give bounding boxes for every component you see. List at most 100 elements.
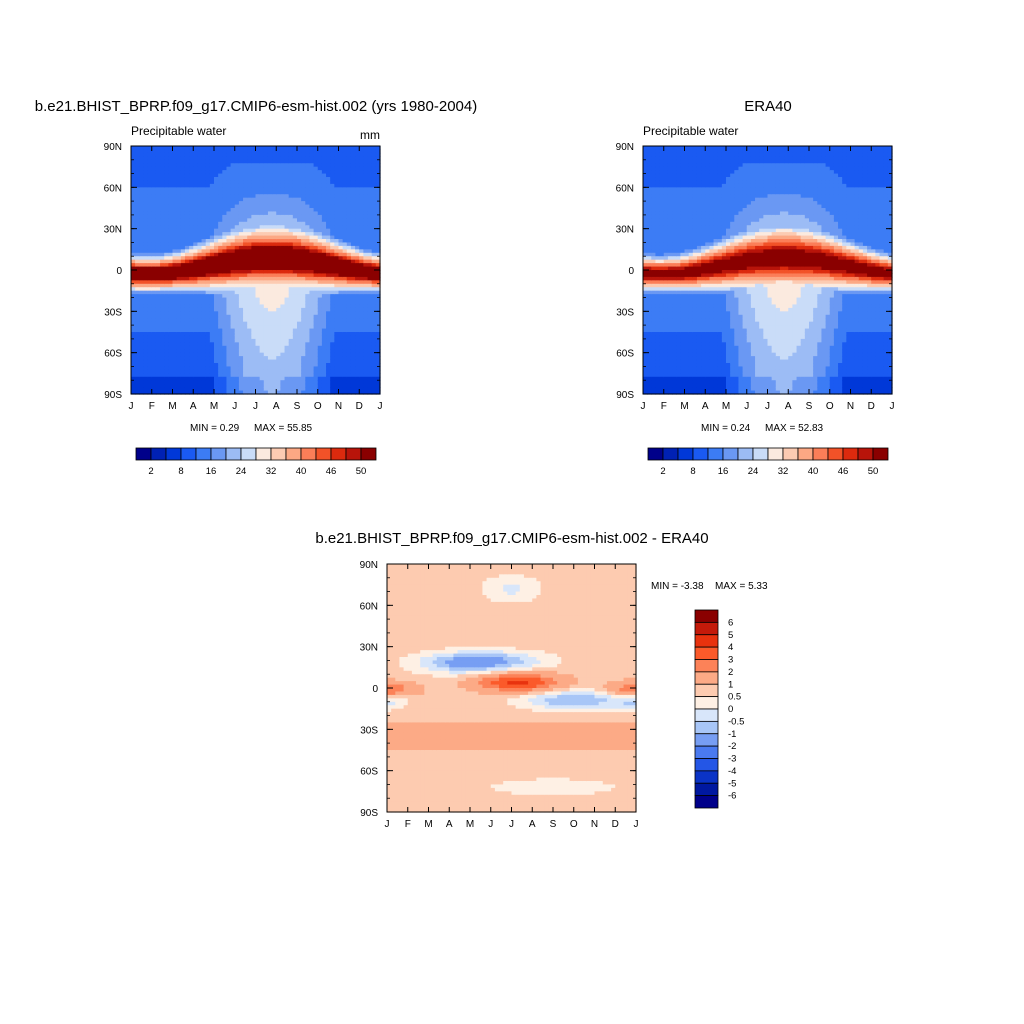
contour-cell: [367, 359, 373, 364]
contour-cell: [359, 218, 364, 223]
contour-cell: [205, 232, 211, 237]
contour-cell: [284, 156, 290, 161]
contour-cell: [672, 218, 677, 223]
contour-cell: [321, 245, 327, 250]
contour-cell: [321, 366, 327, 371]
contour-cell: [355, 363, 360, 368]
contour-cell: [259, 304, 265, 309]
contour-cell: [251, 221, 257, 226]
contour-cell: [321, 387, 327, 392]
contour-cell: [255, 276, 261, 281]
contour-cell: [346, 177, 352, 182]
contour-cell: [272, 352, 277, 357]
contour-cell: [288, 290, 294, 295]
contour-cell: [267, 218, 273, 223]
contour-cell: [305, 349, 311, 354]
contour-cell: [143, 380, 149, 385]
contour-cell: [288, 214, 294, 219]
contour-cell: [193, 373, 198, 378]
contour-cell: [663, 163, 669, 168]
contour-cell: [151, 204, 157, 209]
contour-cell: [193, 383, 198, 388]
contour-cell: [131, 163, 136, 168]
contour-cell: [338, 297, 344, 302]
contour-cell: [197, 173, 203, 178]
contour-cell: [297, 232, 302, 237]
contour-cell: [317, 256, 323, 261]
contour-cell: [297, 387, 302, 392]
contour-cell: [263, 211, 269, 216]
contour-cell: [334, 332, 340, 337]
contour-cell: [184, 252, 190, 257]
contour-cell: [155, 170, 161, 175]
contour-cell: [297, 146, 302, 151]
contour-cell: [155, 208, 161, 213]
contour-cell: [317, 325, 323, 330]
contour-cell: [363, 194, 369, 199]
contour-cell: [205, 287, 211, 292]
contour-cell: [184, 208, 190, 213]
contour-cell: [155, 228, 161, 233]
contour-cell: [151, 221, 157, 226]
contour-cell: [313, 390, 319, 395]
contour-cell: [184, 270, 190, 275]
contour-cell: [184, 304, 190, 309]
contour-cell: [297, 177, 302, 182]
contour-cell: [288, 197, 294, 202]
contour-cell: [197, 321, 203, 326]
contour-cell: [305, 259, 311, 264]
contour-cell: [247, 387, 252, 392]
contour-cell: [297, 287, 302, 292]
contour-cell: [214, 235, 219, 240]
contour-cell: [234, 159, 240, 164]
contour-cell: [131, 204, 136, 209]
contour-cell: [338, 225, 344, 230]
contour-cell: [297, 159, 302, 164]
contour-cell: [147, 335, 153, 340]
contour-cell: [247, 352, 252, 357]
contour-cell: [176, 204, 182, 209]
contour-cell: [209, 208, 215, 213]
contour-cell: [276, 166, 281, 171]
contour-cell: [255, 325, 261, 330]
contour-cell: [234, 338, 240, 343]
contour-cell: [251, 197, 257, 202]
contour-cell: [301, 301, 306, 306]
contour-cell: [180, 321, 186, 326]
contour-cell: [214, 197, 219, 202]
contour-cell: [151, 311, 157, 316]
contour-cell: [363, 318, 369, 323]
contour-cell: [313, 146, 319, 151]
contour-cell: [313, 194, 319, 199]
contour-cell: [355, 180, 360, 185]
contour-cell: [288, 187, 294, 192]
contour-cell: [643, 366, 648, 371]
contour-cell: [672, 177, 677, 182]
contour-cell: [209, 218, 215, 223]
contour-cell: [313, 356, 319, 361]
contour-cell: [218, 314, 223, 319]
contour-cell: [338, 287, 344, 292]
contour-cell: [251, 225, 257, 230]
contour-cell: [272, 369, 277, 374]
contour-cell: [655, 349, 661, 354]
contour-cell: [272, 287, 277, 292]
contour-cell: [267, 159, 273, 164]
contour-cell: [222, 270, 228, 275]
contour-cell: [201, 356, 207, 361]
contour-cell: [276, 332, 281, 337]
contour-cell: [276, 307, 281, 312]
contour-cell: [375, 218, 381, 223]
contour-cell: [155, 211, 161, 216]
contour-cell: [209, 235, 215, 240]
contour-cell: [214, 287, 219, 292]
contour-cell: [147, 173, 153, 178]
contour-cell: [672, 252, 677, 257]
contour-cell: [218, 152, 223, 157]
contour-cell: [359, 152, 364, 157]
contour-cell: [247, 173, 252, 178]
contour-cell: [189, 356, 194, 361]
contour-cell: [168, 263, 174, 268]
contour-cell: [176, 214, 182, 219]
contour-cell: [280, 321, 286, 326]
